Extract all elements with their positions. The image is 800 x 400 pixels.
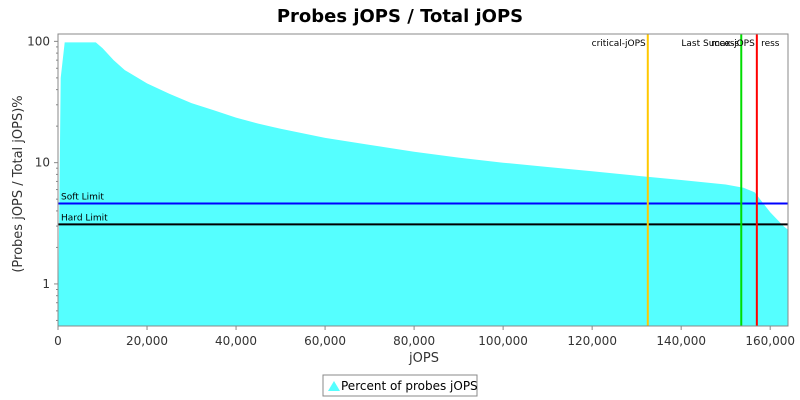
x-tick-label: 0: [54, 334, 62, 348]
ref-label-last-success: Last Success: [681, 39, 739, 49]
y-tick-label: 100: [27, 34, 50, 48]
series-area-percent-probes: [58, 42, 788, 327]
legend: Percent of probes jOPS: [322, 374, 478, 397]
plot-border: [57, 33, 789, 327]
ref-label-hard-limit: Hard Limit: [61, 213, 108, 223]
reference-lines: Soft Limit Hard Limit critical-jOPS Last Su…: [58, 34, 788, 326]
x-tick-label: 140,000: [656, 334, 706, 348]
x-tick-label: 60,000: [304, 334, 346, 348]
y-axis-label: (Probes jOPS / Total jOPS)%: [11, 95, 26, 272]
y-axis: 1 10 100: [27, 34, 58, 321]
x-tick-label: 100,000: [478, 334, 528, 348]
y-tick-label: 10: [35, 156, 50, 170]
ref-label-soft-limit: Soft Limit: [61, 193, 104, 203]
legend-swatch: [328, 381, 340, 391]
plot-area: Soft Limit Hard Limit critical-jOPS Last Su…: [57, 33, 789, 327]
chart-title: Probes jOPS / Total jOPS: [277, 6, 523, 27]
x-axis-label: jOPS: [408, 351, 439, 366]
x-tick-label: 40,000: [215, 334, 257, 348]
ref-label-max-jops: max-jOPS: [711, 39, 755, 49]
ref-label-ress: ress: [761, 39, 780, 49]
x-tick-label: 20,000: [126, 334, 168, 348]
ref-label-critical-jops: critical-jOPS: [592, 39, 646, 49]
x-tick-label: 80,000: [393, 334, 435, 348]
x-tick-label: 160,000: [745, 334, 795, 348]
x-tick-label: 120,000: [567, 334, 617, 348]
x-axis: 0 20,000 40,000 60,000 80,000 100,000 120,000 1…: [54, 326, 795, 348]
y-tick-label: 1: [42, 277, 50, 291]
legend-entry-label: Percent of probes jOPS: [341, 379, 478, 393]
legend-box: [322, 374, 478, 397]
